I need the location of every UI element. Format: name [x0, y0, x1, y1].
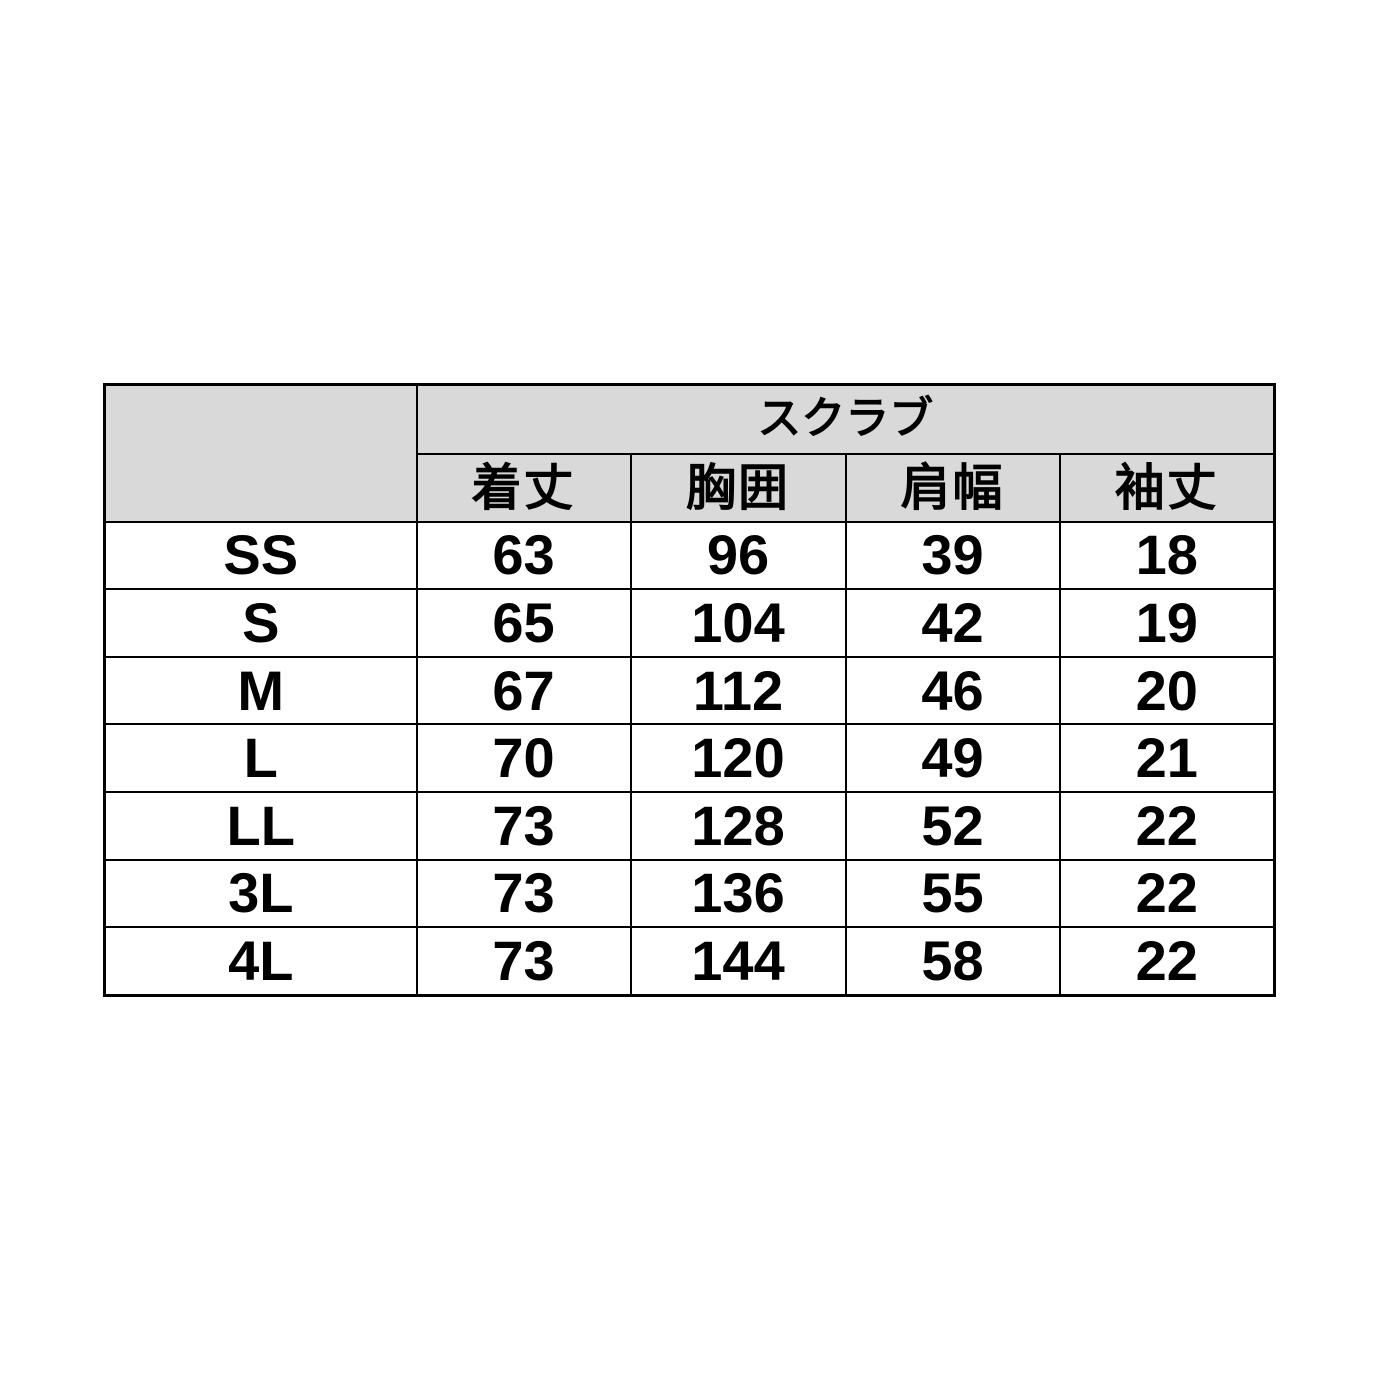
value-cell: 55 — [844, 858, 1061, 929]
table-row-s: S 65 104 42 19 — [103, 588, 1276, 658]
group-header-row: スクラブ — [103, 383, 1276, 523]
table-row-ll: LL 73 128 52 22 — [103, 791, 1276, 861]
row-header-cell: S — [103, 588, 418, 658]
value-cell: 20 — [1058, 655, 1276, 726]
value-cell: 22 — [1058, 926, 1276, 997]
table-row-l: L 70 120 49 21 — [103, 723, 1276, 793]
value-cell: 22 — [1058, 791, 1276, 861]
size-chart-table: スクラブ 着丈 胸囲 肩幅 袖丈 SS 63 96 39 18 S 65 104… — [103, 383, 1276, 997]
column-header-kyoui: 胸囲 — [629, 452, 847, 523]
value-cell: 46 — [844, 655, 1061, 726]
row-header-cell: SS — [103, 520, 418, 591]
corner-blank-cell — [103, 383, 418, 523]
value-cell: 52 — [844, 791, 1061, 861]
column-header-chakutake: 着丈 — [415, 452, 632, 523]
row-header-cell: 3L — [103, 858, 418, 929]
value-cell: 104 — [629, 588, 847, 658]
column-header-katahaba: 肩幅 — [844, 452, 1061, 523]
value-cell: 144 — [629, 926, 847, 997]
value-cell: 112 — [629, 655, 847, 726]
table-row-ss: SS 63 96 39 18 — [103, 520, 1276, 591]
group-header-cell: スクラブ — [415, 383, 1276, 455]
value-cell: 22 — [1058, 858, 1276, 929]
value-cell: 18 — [1058, 520, 1276, 591]
value-cell: 96 — [629, 520, 847, 591]
row-header-cell: LL — [103, 791, 418, 861]
value-cell: 65 — [415, 588, 632, 658]
value-cell: 128 — [629, 791, 847, 861]
value-cell: 120 — [629, 723, 847, 793]
value-cell: 19 — [1058, 588, 1276, 658]
value-cell: 73 — [415, 858, 632, 929]
value-cell: 49 — [844, 723, 1061, 793]
value-cell: 73 — [415, 791, 632, 861]
value-cell: 70 — [415, 723, 632, 793]
row-header-cell: 4L — [103, 926, 418, 997]
value-cell: 73 — [415, 926, 632, 997]
table-row-4l: 4L 73 144 58 22 — [103, 926, 1276, 997]
table-row-3l: 3L 73 136 55 22 — [103, 858, 1276, 929]
value-cell: 136 — [629, 858, 847, 929]
value-cell: 67 — [415, 655, 632, 726]
value-cell: 21 — [1058, 723, 1276, 793]
table-row-m: M 67 112 46 20 — [103, 655, 1276, 726]
column-header-row: 着丈 胸囲 肩幅 袖丈 — [105, 452, 1276, 523]
column-header-sodetake: 袖丈 — [1058, 452, 1276, 523]
value-cell: 58 — [844, 926, 1061, 997]
row-header-cell: L — [103, 723, 418, 793]
value-cell: 63 — [415, 520, 632, 591]
value-cell: 42 — [844, 588, 1061, 658]
value-cell: 39 — [844, 520, 1061, 591]
row-header-cell: M — [103, 655, 418, 726]
